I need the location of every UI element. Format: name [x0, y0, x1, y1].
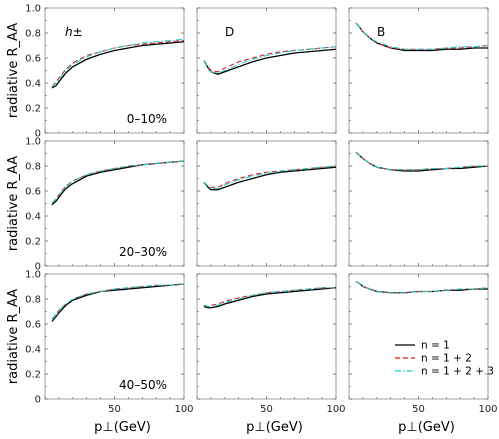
- series-line-3: [203, 287, 336, 308]
- panel-frame: [348, 140, 489, 267]
- x-tick-label: 50: [108, 404, 121, 415]
- panel-frame: [196, 140, 337, 267]
- x-tick-label: 50: [260, 404, 273, 415]
- centrality-label: 40–50%: [119, 378, 167, 392]
- series-line-3: [51, 283, 184, 320]
- series-group: [355, 151, 488, 172]
- series-line-3: [203, 165, 336, 190]
- y-tick-label: 0.2: [25, 370, 41, 381]
- x-tick-label: 100: [478, 404, 497, 415]
- y-tick-label: 0.8: [25, 162, 41, 173]
- panel-0-2: B: [348, 7, 489, 134]
- series-line-1: [51, 283, 184, 322]
- series-group: [355, 22, 488, 52]
- particle-label: D: [225, 25, 234, 39]
- panel-frame: [348, 273, 489, 400]
- series-line-1: [203, 287, 336, 309]
- series-group: [203, 287, 336, 309]
- y-axis-label: radiative R_AA: [6, 156, 21, 251]
- y-tick-label: 0: [35, 129, 41, 140]
- y-tick-label: 0.6: [25, 54, 41, 65]
- x-tick-label: 100: [326, 404, 345, 415]
- y-tick-label: 0.6: [25, 320, 41, 331]
- panels: 0 0.2 0.4 0.6 0.8 1.0 h± 0–10% D B 0 0.2 0.4 0.6 0.8 1.…: [6, 4, 498, 436]
- particle-label: h±: [65, 25, 83, 39]
- legend-entry-3: n = 1 + 2 + 3: [421, 366, 494, 378]
- panel-1-2: [348, 140, 489, 267]
- legend-entry-1: n = 1: [421, 340, 450, 352]
- x-axis-label: p⊥(GeV): [246, 420, 303, 435]
- panel-0-0: 0 0.2 0.4 0.6 0.8 1.0 h± 0–10%: [25, 4, 185, 140]
- series-line-3: [355, 281, 488, 294]
- series-line-2: [203, 165, 336, 188]
- series-line-1: [51, 41, 184, 89]
- series-group: [203, 165, 336, 191]
- y-tick-label: 1.0: [25, 4, 41, 15]
- series-line-2: [355, 22, 488, 50]
- centrality-label: 20–30%: [119, 245, 167, 259]
- panel-1-1: [196, 140, 337, 267]
- series-line-3: [51, 160, 184, 204]
- legend-entry-2: n = 1 + 2: [421, 353, 472, 365]
- panel-frame: [196, 7, 337, 134]
- x-tick-label: 100: [174, 404, 193, 415]
- y-tick-label: 0.6: [25, 187, 41, 198]
- series-line-1: [355, 151, 488, 172]
- series-group: [51, 160, 184, 206]
- y-tick-label: 0.8: [25, 29, 41, 40]
- panel-2-2: 50 100: [348, 273, 498, 415]
- y-tick-label: 0: [35, 395, 41, 406]
- y-tick-label: 0.2: [25, 104, 41, 115]
- series-line-3: [355, 151, 488, 171]
- x-axis-label: p⊥(GeV): [94, 420, 151, 435]
- y-axis-label: radiative R_AA: [6, 289, 21, 384]
- series-group: [203, 46, 336, 75]
- y-tick-label: 1.0: [25, 270, 41, 281]
- y-tick-label: 0.4: [25, 345, 41, 356]
- series-line-2: [51, 39, 184, 88]
- series-line-1: [203, 166, 336, 191]
- y-tick-label: 0.4: [25, 79, 41, 90]
- panel-0-1: D: [196, 7, 337, 134]
- y-tick-label: 0.4: [25, 212, 41, 223]
- series-line-3: [51, 38, 184, 88]
- panel-2-0: 0 0.2 0.4 0.6 0.8 1.0 50 100 40–50%: [25, 270, 193, 416]
- y-tick-label: 0: [35, 262, 41, 273]
- series-line-1: [355, 22, 488, 52]
- panel-2-1: 50 100: [196, 273, 346, 415]
- series-line-2: [203, 46, 336, 73]
- series-group: [51, 283, 184, 322]
- series-group: [51, 38, 184, 89]
- series-group: [355, 280, 488, 294]
- x-tick-label: 50: [412, 404, 425, 415]
- y-tick-label: 0.2: [25, 237, 41, 248]
- panel-frame: [348, 7, 489, 134]
- particle-label: B: [377, 25, 385, 39]
- centrality-label: 0–10%: [127, 112, 167, 126]
- y-tick-label: 1.0: [25, 137, 41, 148]
- y-tick-label: 0.8: [25, 295, 41, 306]
- series-line-3: [355, 22, 488, 50]
- panel-1-0: 0 0.2 0.4 0.6 0.8 1.0 20–30%: [25, 137, 185, 273]
- x-axis-label: p⊥(GeV): [398, 420, 455, 435]
- y-axis-label: radiative R_AA: [6, 23, 21, 118]
- series-line-3: [203, 46, 336, 74]
